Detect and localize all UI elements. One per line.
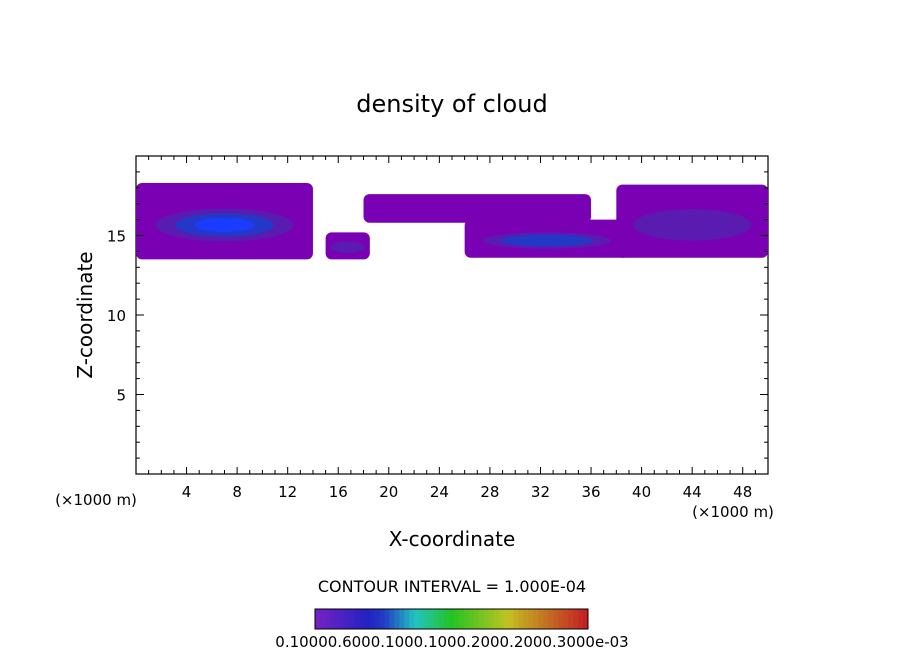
colorbar-swatch xyxy=(583,609,589,629)
colorbar-swatch xyxy=(493,609,500,629)
x-tick-label: 40 xyxy=(632,483,651,501)
contour-interval-label: CONTOUR INTERVAL = 1.000E-04 xyxy=(318,577,586,596)
colorbar-swatch xyxy=(409,609,415,629)
colorbar-swatch xyxy=(414,609,420,629)
colorbar-swatch xyxy=(468,609,475,629)
colorbar-swatch xyxy=(434,609,440,629)
colorbar-swatch xyxy=(548,609,554,629)
colorbar-swatch xyxy=(344,609,351,629)
colorbar-swatch xyxy=(315,609,321,629)
colorbar-swatch xyxy=(488,609,495,629)
colorbar-swatch xyxy=(513,609,520,629)
cloud-core xyxy=(500,234,593,247)
colorbar-swatch xyxy=(483,609,490,629)
colorbar-swatch xyxy=(458,609,465,629)
cloud-core xyxy=(633,209,752,241)
colorbar-swatch xyxy=(578,609,584,629)
x-tick-label: 28 xyxy=(480,483,499,501)
x-tick-label: 4 xyxy=(182,483,192,501)
cloud-region xyxy=(363,194,592,223)
chart-title: density of cloud xyxy=(356,90,547,118)
colorbar-swatch xyxy=(339,609,346,629)
colorbar-swatch xyxy=(394,609,400,629)
colorbar-swatch xyxy=(553,609,559,629)
colorbar-swatch xyxy=(374,609,381,629)
colorbar-swatch xyxy=(449,609,455,629)
colorbar-swatch xyxy=(399,609,405,629)
colorbar-swatch xyxy=(563,609,569,629)
y-tick-label: 15 xyxy=(107,228,126,246)
y-tick-label: 5 xyxy=(116,387,126,405)
colorbar-swatch xyxy=(319,609,326,629)
colorbar-swatch xyxy=(568,609,574,629)
colorbar-frame xyxy=(314,608,589,630)
colorbar-swatch xyxy=(543,609,549,629)
colorbar-swatch xyxy=(424,609,430,629)
colorbar-swatch xyxy=(508,609,515,629)
colorbar-labels: 0.10000.6000.1000.1000.2000.2000.3000e-0… xyxy=(275,633,628,651)
colorbar-swatch xyxy=(369,609,376,629)
cloud-core xyxy=(194,217,255,233)
colorbar-swatch xyxy=(558,609,564,629)
colorbar-swatch xyxy=(538,609,544,629)
x-unit-left: (×1000 m) xyxy=(55,491,137,509)
colorbar-swatch xyxy=(364,609,371,629)
colorbar-swatch xyxy=(354,609,361,629)
colorbar-swatch xyxy=(439,609,445,629)
cloud-layer xyxy=(136,183,768,260)
x-tick-label: 32 xyxy=(531,483,550,501)
colorbar-swatch xyxy=(463,609,470,629)
x-tick-label: 48 xyxy=(733,483,752,501)
colorbar-swatch xyxy=(518,609,524,629)
x-axis-label: X-coordinate xyxy=(389,527,516,551)
colorbar-swatch xyxy=(379,609,385,629)
colorbar-swatch xyxy=(473,609,480,629)
colorbar-swatch xyxy=(453,609,460,629)
x-tick-label: 12 xyxy=(278,483,297,501)
colorbar-swatch xyxy=(384,609,390,629)
colorbar-swatch xyxy=(444,609,450,629)
colorbar xyxy=(314,608,589,630)
colorbar-swatch xyxy=(359,609,366,629)
colorbar-swatch xyxy=(429,609,435,629)
x-axis-ticks: 4 8 12 16 20 24 28 32 36 40 44 48 xyxy=(148,156,756,501)
colorbar-swatch xyxy=(573,609,579,629)
colorbar-swatch xyxy=(503,609,510,629)
y-axis-ticks: 5 10 15 xyxy=(107,171,768,459)
x-tick-label: 36 xyxy=(581,483,600,501)
x-unit-right: (×1000 m) xyxy=(692,503,774,521)
x-tick-label: 16 xyxy=(329,483,348,501)
colorbar-swatch xyxy=(498,609,505,629)
y-tick-label: 10 xyxy=(107,307,126,325)
colorbar-swatch xyxy=(329,609,336,629)
cloud-core xyxy=(330,241,365,253)
colorbar-swatch xyxy=(528,609,534,629)
colorbar-swatch xyxy=(334,609,341,629)
colorbar-swatch xyxy=(419,609,425,629)
x-tick-label: 24 xyxy=(430,483,449,501)
colorbar-swatch xyxy=(389,609,395,629)
x-tick-label: 44 xyxy=(683,483,702,501)
colorbar-swatch xyxy=(324,609,331,629)
colorbar-swatch xyxy=(478,609,485,629)
y-axis-label: Z-coordinate xyxy=(73,251,97,378)
colorbar-swatch xyxy=(523,609,529,629)
colorbar-swatch xyxy=(349,609,356,629)
colorbar-swatch xyxy=(533,609,539,629)
x-tick-label: 8 xyxy=(232,483,242,501)
x-tick-label: 20 xyxy=(379,483,398,501)
colorbar-swatch xyxy=(404,609,410,629)
